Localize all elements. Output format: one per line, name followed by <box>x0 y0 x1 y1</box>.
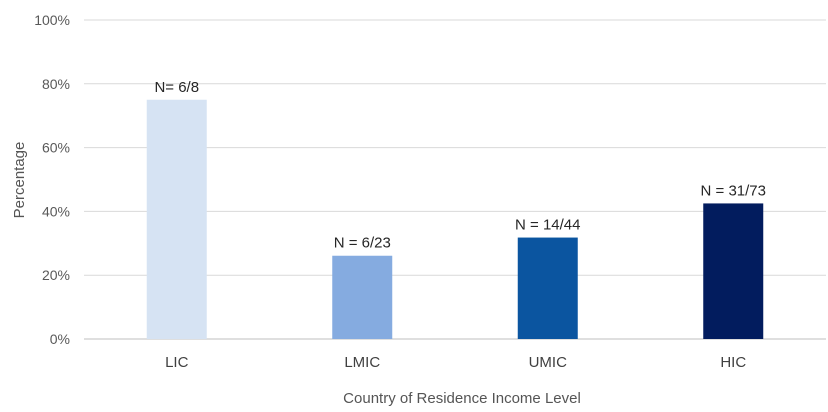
y-axis-tick-labels: 0% 20% 40% 60% 80% 100% <box>34 12 70 347</box>
bar-lmic <box>332 255 393 339</box>
x-tick-label-hic: HIC <box>720 354 746 371</box>
x-axis-title: Country of Residence Income Level <box>343 390 581 407</box>
data-label-hic: N = 31/73 <box>701 182 766 199</box>
x-axis-tick-labels: LIC LMIC UMIC HIC <box>165 354 746 371</box>
data-label-umic: N = 14/44 <box>515 217 580 234</box>
x-tick-label-lic: LIC <box>165 354 189 371</box>
y-tick-label: 40% <box>42 203 70 219</box>
data-label-lmic: N = 6/23 <box>334 235 391 252</box>
y-axis-title: Percentage <box>11 142 28 219</box>
gridlines <box>84 19 826 340</box>
y-tick-label: 20% <box>42 267 70 283</box>
data-label-lic: N= 6/8 <box>154 79 199 96</box>
y-tick-label: 60% <box>42 140 70 156</box>
bar-hic <box>703 203 764 339</box>
bar-umic <box>517 237 578 339</box>
y-tick-label: 80% <box>42 76 70 92</box>
bars <box>146 99 764 339</box>
y-tick-label: 0% <box>50 331 70 347</box>
bar-lic <box>146 99 207 339</box>
y-tick-label: 100% <box>34 12 70 28</box>
data-labels: N= 6/8 N = 6/23 N = 14/44 N = 31/73 <box>154 79 766 252</box>
x-tick-label-lmic: LMIC <box>344 354 380 371</box>
x-tick-label-umic: UMIC <box>529 354 567 371</box>
